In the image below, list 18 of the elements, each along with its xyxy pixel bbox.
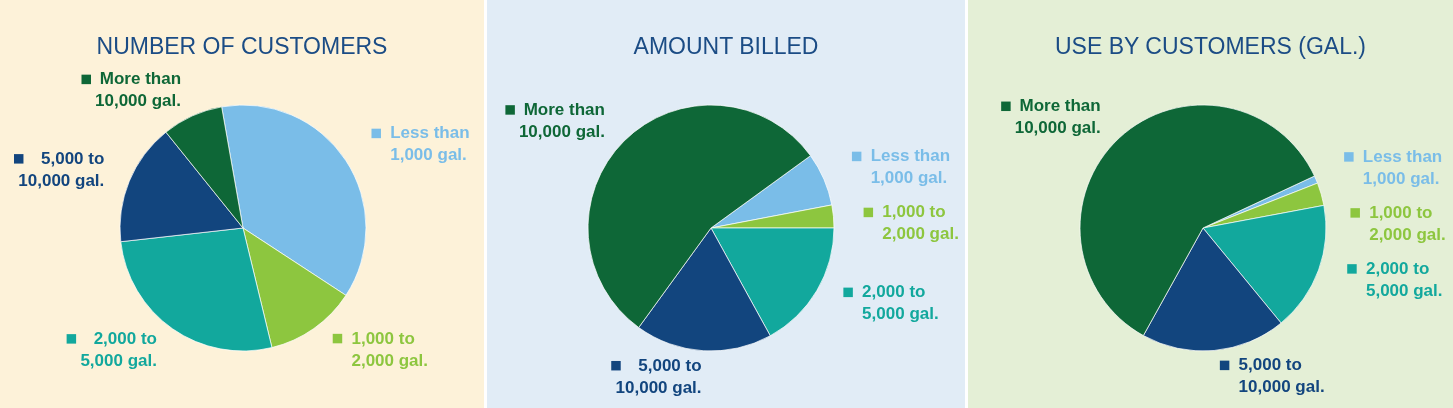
text: NUMBER OF CUSTOMERS [96,33,388,59]
legend-label: Less than 1,000 gal. [390,123,470,165]
legend-label: 5,000 to 10,000 gal. [18,148,105,190]
legend-label: More than 10,000 gal. [518,99,605,141]
legend-label: Less than 1,000 gal. [870,146,951,188]
legend-label: 5,000 to 10,000 gal. [1238,355,1325,397]
legend-label: 2,000 to 5,000 gal. [862,282,939,324]
legend-label: 2,000 to 5,000 gal. [1365,258,1443,300]
legend-label: Less than 1,000 gal. [1362,146,1443,188]
legend-label: 1,000 to 2,000 gal. [1369,202,1446,244]
legend-label: 1,000 to 2,000 gal. [882,202,959,244]
legend-label: 2,000 to 5,000 gal. [80,328,157,370]
legend-label: 5,000 to 10,000 gal. [615,355,702,397]
text: AMOUNT BILLED [633,33,819,59]
legend-label: 1,000 to 2,000 gal. [351,328,429,370]
text: USE BY CUSTOMERS (GAL.) [1055,33,1366,59]
legend-label: More than 10,000 gal. [1014,96,1101,138]
legend-label: More than 10,000 gal. [95,69,182,111]
